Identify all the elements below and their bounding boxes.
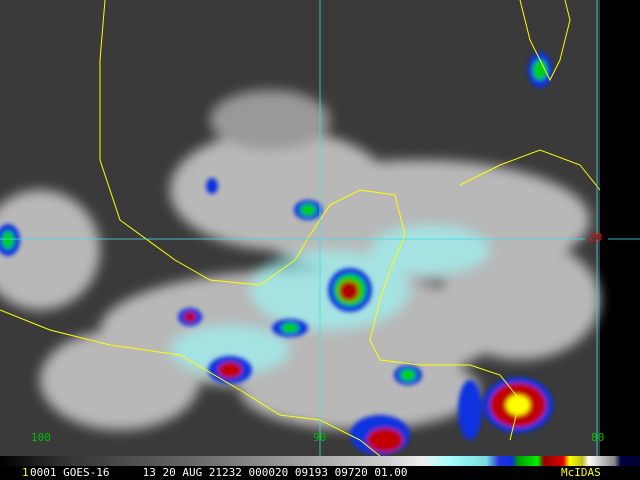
mcidas-brand: McIDAS bbox=[561, 466, 601, 479]
coastlines bbox=[0, 0, 601, 456]
satellite-ir-image bbox=[0, 0, 640, 456]
image-info-text: 0001 GOES-16 13 20 AUG 21232 000020 0919… bbox=[30, 466, 408, 479]
lat-lon-grid bbox=[0, 0, 640, 456]
cloud-field bbox=[0, 90, 600, 430]
frame-number: 1 bbox=[22, 466, 29, 479]
color-enhancement-bar bbox=[0, 456, 640, 466]
longitude-label-100: 100 bbox=[31, 431, 51, 444]
longitude-label-90: 90 bbox=[313, 431, 327, 444]
status-bar: 1 0001 GOES-16 13 20 AUG 21232 000020 091… bbox=[0, 466, 640, 480]
convective-cells bbox=[0, 52, 553, 455]
longitude-label-80: 80 bbox=[591, 431, 605, 444]
latitude-label-20: 20 bbox=[589, 231, 603, 244]
